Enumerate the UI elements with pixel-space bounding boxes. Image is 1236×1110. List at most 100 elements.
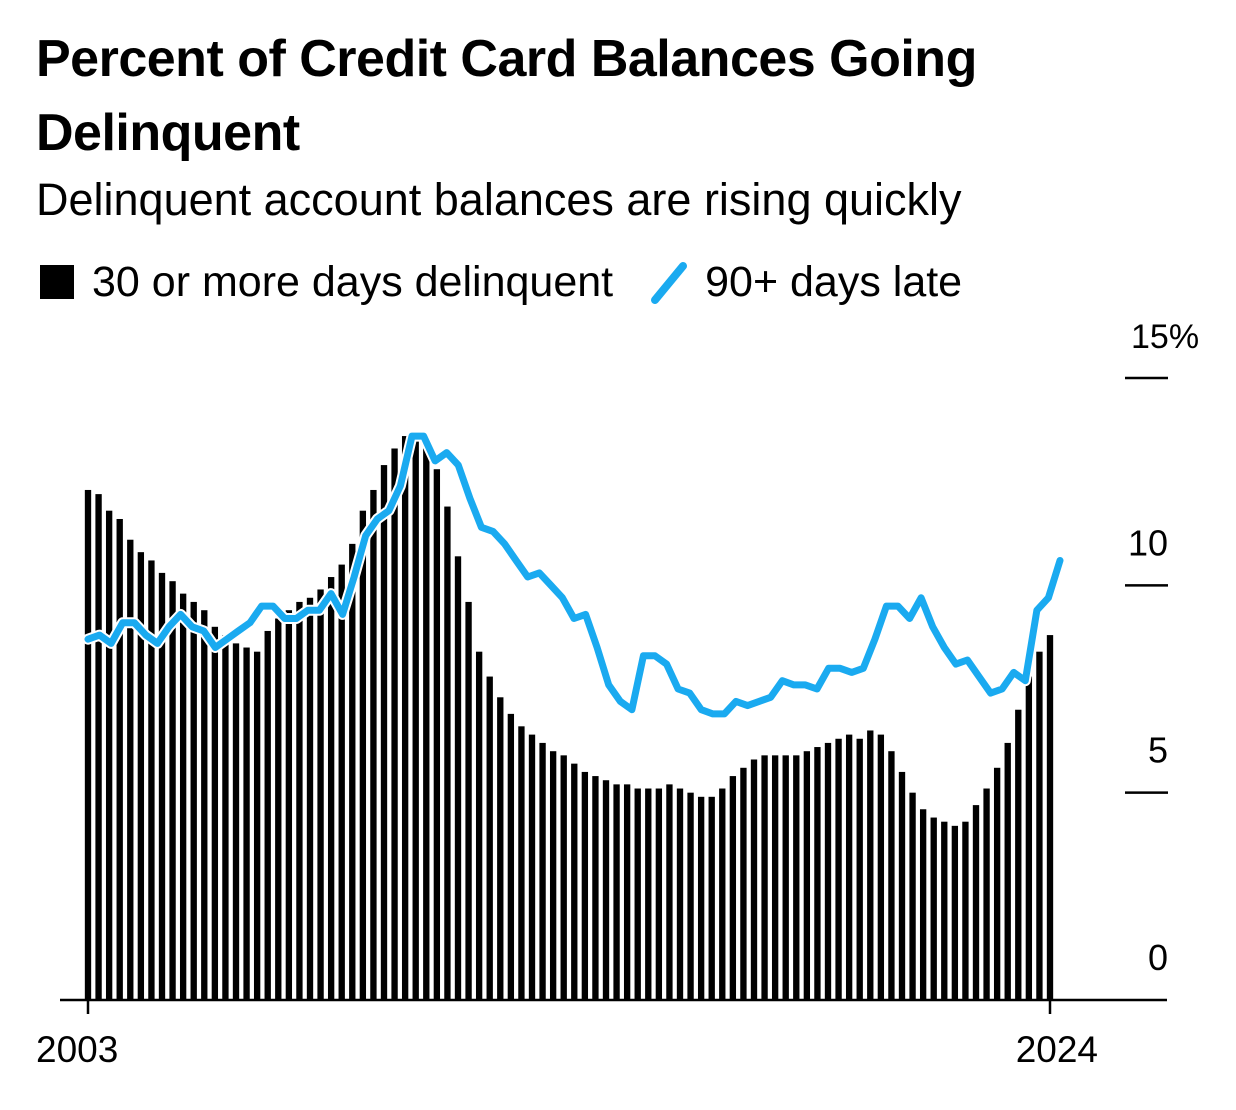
bar [1004, 742, 1011, 1000]
line-layer [82, 430, 1066, 720]
bar [1046, 635, 1054, 1000]
bar [401, 436, 409, 1000]
bar [380, 465, 388, 1001]
bar [962, 821, 969, 1000]
bar [634, 788, 641, 1000]
y-tick-label: 15% [1131, 318, 1199, 356]
bar [201, 610, 208, 1000]
bar [941, 821, 948, 1000]
bar [296, 601, 303, 1000]
chart-subtitle: Delinquent account balances are rising q… [36, 174, 962, 225]
bar [687, 792, 694, 1000]
bar [190, 601, 197, 1000]
bar [423, 448, 430, 1000]
bar [930, 817, 937, 1000]
bar [697, 796, 705, 1000]
bar [253, 651, 261, 1000]
bar [1036, 651, 1043, 1000]
bar [909, 792, 916, 1000]
axis-layer: 2003 2024 0 5 10 15% [36, 318, 1199, 1070]
y-tick-label: 10 [1128, 522, 1168, 563]
bar [983, 788, 990, 1000]
y-tick-label: 0 [1148, 937, 1168, 978]
bar [327, 577, 335, 1000]
bar [84, 489, 92, 1000]
bar [972, 805, 980, 1000]
bar [888, 751, 895, 1000]
bar [740, 767, 747, 1000]
bars-layer [84, 436, 1054, 1001]
bar [95, 494, 102, 1000]
y-tick-label: 5 [1148, 730, 1168, 771]
bar [359, 510, 367, 1000]
bar [877, 734, 885, 1000]
bar [349, 543, 356, 1000]
bar [444, 506, 451, 1000]
legend-item-line: 90+ days late [613, 258, 962, 307]
bar [867, 730, 874, 1000]
bar [793, 755, 800, 1000]
bar [148, 560, 155, 1000]
bar [486, 676, 493, 1000]
legend-line-swatch [651, 262, 688, 304]
bar [719, 788, 726, 1000]
bar [919, 809, 927, 1000]
bar [105, 510, 113, 1000]
bar [824, 742, 832, 1000]
bar [571, 763, 578, 1000]
bar [666, 784, 673, 1000]
bar [497, 697, 504, 1000]
bar [465, 601, 472, 1000]
chart-title: Percent of Credit Card Balances Going De… [36, 30, 977, 162]
bar [708, 796, 715, 1000]
bar [412, 436, 419, 1000]
x-tick-label: 2003 [36, 1029, 118, 1070]
legend-bars-label: 30 or more days delinquent [92, 257, 614, 306]
bar [898, 771, 906, 1000]
bar [454, 556, 462, 1000]
bar [127, 539, 134, 1000]
bar [814, 747, 821, 1000]
bar [993, 767, 1001, 1000]
bar [1015, 709, 1022, 1000]
legend-line-label: 90+ days late [705, 257, 963, 306]
bar [211, 626, 219, 1000]
bar [539, 742, 546, 1000]
legend-item-bars: 30 or more days delinquent [40, 258, 613, 307]
x-tick-label: 2024 [1016, 1029, 1098, 1070]
bar [856, 738, 863, 1000]
bar [613, 784, 620, 1000]
bar [116, 518, 123, 1000]
bar [338, 564, 345, 1000]
legend-bar-swatch [40, 265, 74, 299]
bar [528, 734, 536, 1000]
bar [169, 581, 176, 1000]
bar [581, 771, 589, 1000]
bar [602, 780, 610, 1000]
bar [264, 630, 271, 1000]
series-line-90-plus [84, 432, 1064, 718]
bar [761, 755, 768, 1000]
bar [391, 448, 398, 1000]
bar [507, 713, 515, 1000]
bar [750, 759, 758, 1000]
bar [676, 788, 684, 1000]
bar [285, 610, 293, 1000]
bar [518, 726, 525, 1000]
bar [623, 784, 631, 1000]
bar [1025, 676, 1033, 1000]
bar [729, 776, 737, 1000]
bar [803, 751, 811, 1000]
bar [370, 489, 377, 1000]
bar [782, 755, 789, 1000]
bar [592, 776, 599, 1000]
bar [655, 788, 663, 1000]
bar [845, 734, 853, 1000]
bar [645, 788, 652, 1000]
bar [243, 647, 250, 1000]
bar [179, 593, 187, 1000]
bar [137, 552, 145, 1000]
bar [560, 755, 567, 1000]
bar [222, 635, 229, 1000]
